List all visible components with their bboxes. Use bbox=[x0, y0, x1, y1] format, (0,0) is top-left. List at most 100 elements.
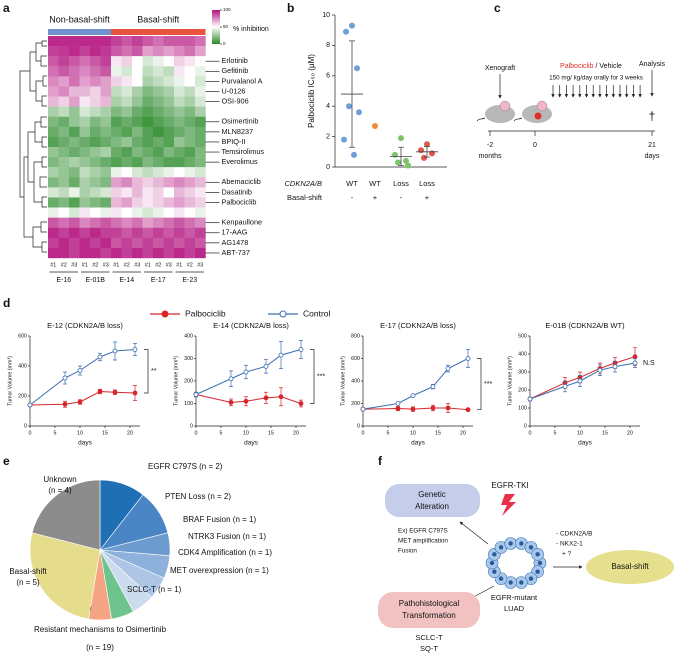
heat-cell bbox=[111, 76, 122, 87]
heat-cell bbox=[100, 197, 112, 208]
legend-label: Control bbox=[303, 308, 331, 318]
row-label: 17-AAG bbox=[222, 228, 248, 237]
heat-cell bbox=[48, 76, 59, 87]
lightning bbox=[501, 494, 516, 516]
heat-cell bbox=[142, 247, 154, 259]
heat-cell bbox=[132, 177, 143, 188]
group-label: WT bbox=[369, 179, 381, 188]
x-tick-label: 15 bbox=[268, 430, 274, 436]
replicate-label: #3 bbox=[197, 262, 203, 268]
heat-cell bbox=[163, 96, 175, 107]
heat-cell bbox=[132, 237, 143, 249]
heat-cell bbox=[58, 46, 70, 57]
heat-cell bbox=[79, 106, 91, 117]
heat-cell bbox=[100, 147, 112, 158]
dot bbox=[403, 157, 409, 164]
heat-cell bbox=[153, 247, 164, 259]
heat-cell bbox=[79, 207, 91, 218]
heat-cell bbox=[142, 187, 154, 198]
heat-cell bbox=[142, 167, 154, 178]
heat-cell bbox=[142, 86, 154, 97]
data-point bbox=[298, 347, 304, 352]
pie-slice bbox=[31, 479, 101, 551]
heat-cell bbox=[58, 56, 70, 67]
data-point bbox=[112, 389, 118, 395]
heat-cell bbox=[100, 86, 112, 97]
data-point bbox=[430, 384, 436, 390]
data-point bbox=[562, 383, 568, 389]
heat-cell bbox=[184, 96, 196, 107]
nucleus bbox=[535, 552, 540, 557]
data-point bbox=[632, 354, 638, 360]
heat-cell bbox=[132, 116, 143, 128]
group-bar bbox=[111, 29, 206, 35]
chart-title: E-12 (CDKN2A/B loss) bbox=[47, 321, 123, 330]
example: Ex) EGFR C797S bbox=[398, 528, 448, 535]
x-tick-label: 10 bbox=[410, 430, 416, 436]
heat-cell bbox=[174, 116, 185, 128]
heat-cell bbox=[58, 136, 70, 148]
dot bbox=[354, 65, 360, 72]
heat-cell bbox=[69, 126, 80, 138]
heat-cell bbox=[153, 126, 164, 138]
heat-cell bbox=[174, 126, 185, 138]
row-label: Palbociclib bbox=[222, 197, 257, 206]
heat-cell bbox=[48, 86, 59, 97]
heat-cell bbox=[153, 86, 164, 97]
dot bbox=[341, 136, 347, 143]
y-axis-label: Tumor Volume (mm³) bbox=[7, 356, 13, 406]
heat-cell bbox=[79, 227, 91, 239]
heat-cell bbox=[79, 177, 91, 188]
heat-cell bbox=[142, 227, 154, 239]
row-label: Purvalanol A bbox=[222, 76, 263, 85]
nucleus bbox=[492, 552, 497, 557]
row-label: OSI-906 bbox=[222, 97, 249, 106]
heat-cell bbox=[195, 157, 206, 168]
heat-cell bbox=[48, 207, 59, 218]
heat-cell bbox=[79, 76, 91, 87]
heat-cell bbox=[184, 46, 196, 57]
series-line bbox=[362, 358, 469, 410]
heat-cell bbox=[174, 36, 185, 47]
heat-cell bbox=[111, 157, 122, 168]
data-point bbox=[193, 392, 199, 397]
analysis-label: Analysis bbox=[639, 61, 666, 68]
heat-cell bbox=[111, 66, 122, 77]
heat-cell bbox=[111, 36, 122, 47]
y-tick-label: 300 bbox=[184, 356, 193, 362]
significance: N.S bbox=[643, 360, 655, 367]
row-label: Kenpaullone bbox=[222, 218, 263, 227]
heat-cell bbox=[79, 217, 91, 228]
dot bbox=[346, 103, 352, 110]
heat-cell bbox=[69, 136, 80, 148]
heat-cell bbox=[90, 116, 101, 128]
heat-cell bbox=[142, 136, 154, 148]
heat-cell bbox=[58, 86, 70, 97]
slice-label: PTEN Loss (n = 2) bbox=[165, 492, 231, 501]
genetic-label: Alteration bbox=[415, 502, 449, 511]
heat-cell bbox=[90, 86, 101, 97]
sd-bar bbox=[398, 146, 404, 166]
heat-cell bbox=[69, 147, 80, 158]
y-tick-label: 0 bbox=[357, 423, 360, 429]
x-tick-label: 0 bbox=[529, 430, 532, 436]
heat-cell bbox=[174, 177, 185, 188]
heat-cell bbox=[121, 237, 133, 249]
heat-cell bbox=[132, 167, 143, 178]
heat-cell bbox=[111, 86, 122, 97]
heat-cell bbox=[163, 217, 175, 228]
heat-cell bbox=[90, 237, 101, 249]
heat-cell bbox=[48, 36, 59, 47]
heat-cell bbox=[163, 136, 175, 148]
row-label: Gefitinib bbox=[222, 66, 249, 75]
heat-cell bbox=[100, 116, 112, 128]
x-tick-label: 20 bbox=[460, 430, 466, 436]
group-label: - bbox=[400, 193, 403, 202]
nucleus bbox=[489, 560, 495, 566]
heat-cell bbox=[58, 197, 70, 208]
series-line bbox=[195, 349, 302, 395]
heat-cell bbox=[79, 237, 91, 249]
treatment: Palbociclib bbox=[560, 63, 594, 70]
heat-cell bbox=[79, 247, 91, 259]
heat-cell bbox=[121, 177, 133, 188]
